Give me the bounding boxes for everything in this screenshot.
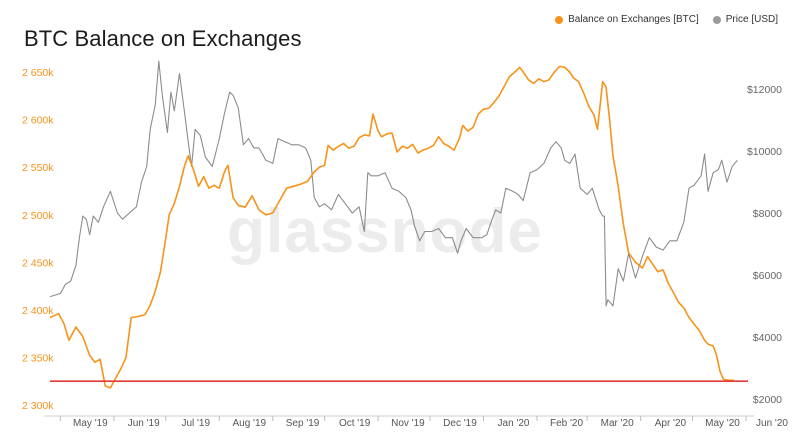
x-tick-label: Jan '20 [498, 418, 530, 429]
y-left-tick-label: 2 450k [22, 257, 54, 269]
x-tick-label: Mar '20 [601, 418, 634, 429]
x-tick-label: May '20 [705, 418, 740, 429]
x-tick-label: Sep '19 [286, 418, 320, 429]
y-left-tick-label: 2 300k [22, 400, 54, 412]
x-axis: May '19 Jun '19 Jul '19 Aug '19 Sep '19 Oct '… [44, 415, 788, 429]
legend: Balance on Exchanges [BTC] Price [USD] [555, 14, 778, 25]
y-right-tick-label: $4000 [753, 332, 782, 344]
x-tick-label: Oct '19 [339, 418, 371, 429]
y-right-tick-label: $8000 [753, 208, 782, 220]
watermark-logo: glassnode [227, 197, 543, 266]
y-right-tick-label: $2000 [753, 394, 782, 406]
y-right-tick-label: $10000 [747, 146, 782, 158]
x-tick-label: Nov '19 [391, 418, 425, 429]
x-tick-label: Jul '19 [181, 418, 210, 429]
y-axis-left: 2 300k 2 350k 2 400k 2 450k 2 500k 2 550k 2 60… [22, 67, 54, 412]
y-left-tick-label: 2 400k [22, 305, 54, 317]
series-layer [49, 60, 738, 389]
x-tick-label: Jun '20 [756, 418, 788, 429]
x-tick-label: Apr '20 [655, 418, 687, 429]
y-left-tick-label: 2 650k [22, 67, 54, 79]
x-tick-label: Dec '19 [443, 418, 477, 429]
y-left-tick-label: 2 600k [22, 115, 54, 127]
y-right-tick-label: $6000 [753, 270, 782, 282]
legend-label-price: Price [USD] [725, 14, 778, 25]
legend-swatch-price [712, 15, 721, 24]
x-tick-label: Jun '19 [128, 418, 160, 429]
y-left-tick-label: 2 500k [22, 210, 54, 222]
series-line-balance [49, 65, 734, 389]
y-left-tick-label: 2 550k [22, 162, 54, 174]
y-left-tick-label: 2 350k [22, 352, 54, 364]
x-tick-label: Aug '19 [232, 418, 266, 429]
legend-item-price[interactable]: Price [USD] [712, 14, 778, 25]
chart-title: BTC Balance on Exchanges [24, 26, 302, 51]
y-axis-right: $2000 $4000 $6000 $8000 $10000 $12000 [747, 84, 782, 406]
legend-label-balance: Balance on Exchanges [BTC] [568, 14, 699, 25]
series-line-price [49, 60, 738, 307]
x-tick-label: Feb '20 [550, 418, 583, 429]
legend-swatch-balance [555, 15, 564, 24]
y-right-tick-label: $12000 [747, 84, 782, 96]
x-tick-label: May '19 [73, 418, 108, 429]
legend-item-balance[interactable]: Balance on Exchanges [BTC] [555, 14, 699, 25]
